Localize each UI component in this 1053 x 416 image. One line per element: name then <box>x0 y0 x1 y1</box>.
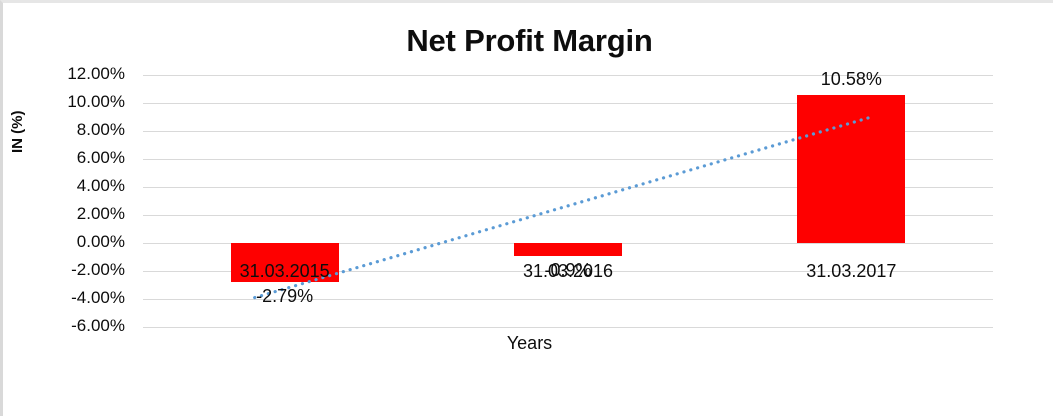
gridline <box>143 215 993 216</box>
plot-area <box>143 75 993 328</box>
y-axis-tick-label: -4.00% <box>71 288 125 307</box>
y-axis-tick-label: 10.00% <box>67 92 125 111</box>
y-axis-tick-label: -2.00% <box>71 260 125 279</box>
bar-data-label: 10.58% <box>820 68 882 89</box>
gridline <box>143 187 993 188</box>
gridline <box>143 131 993 132</box>
gridline <box>143 159 993 160</box>
y-axis-tick-label: 12.00% <box>67 64 125 83</box>
bar-data-label: -0.9% <box>544 259 592 280</box>
gridline <box>143 271 993 272</box>
chart-title: Net Profit Margin <box>406 23 653 58</box>
y-axis-tick-label: 0.00% <box>76 232 125 251</box>
gridline <box>143 327 993 328</box>
x-axis-category-label: 31.03.2015 <box>239 261 330 281</box>
gridline <box>143 75 993 76</box>
bar[interactable] <box>230 243 339 283</box>
y-axis-tick-label: -6.00% <box>71 316 125 335</box>
x-axis-category-label: 31.03.2016 <box>522 261 614 281</box>
y-axis-tick-label: 8.00% <box>76 120 125 139</box>
trendline <box>253 115 873 300</box>
bar[interactable] <box>514 243 622 256</box>
y-axis-tick-label: 2.00% <box>76 204 125 223</box>
bar-data-label: -2.79% <box>256 286 314 307</box>
y-axis-tick-label: 4.00% <box>76 176 125 195</box>
x-axis-category-label: 31.03.2017 <box>806 261 897 281</box>
y-axis-tick-label: 6.00% <box>76 148 125 167</box>
x-axis-title: Years <box>506 333 553 353</box>
bar[interactable] <box>797 94 906 243</box>
gridline <box>143 299 993 300</box>
gridline <box>143 103 993 104</box>
